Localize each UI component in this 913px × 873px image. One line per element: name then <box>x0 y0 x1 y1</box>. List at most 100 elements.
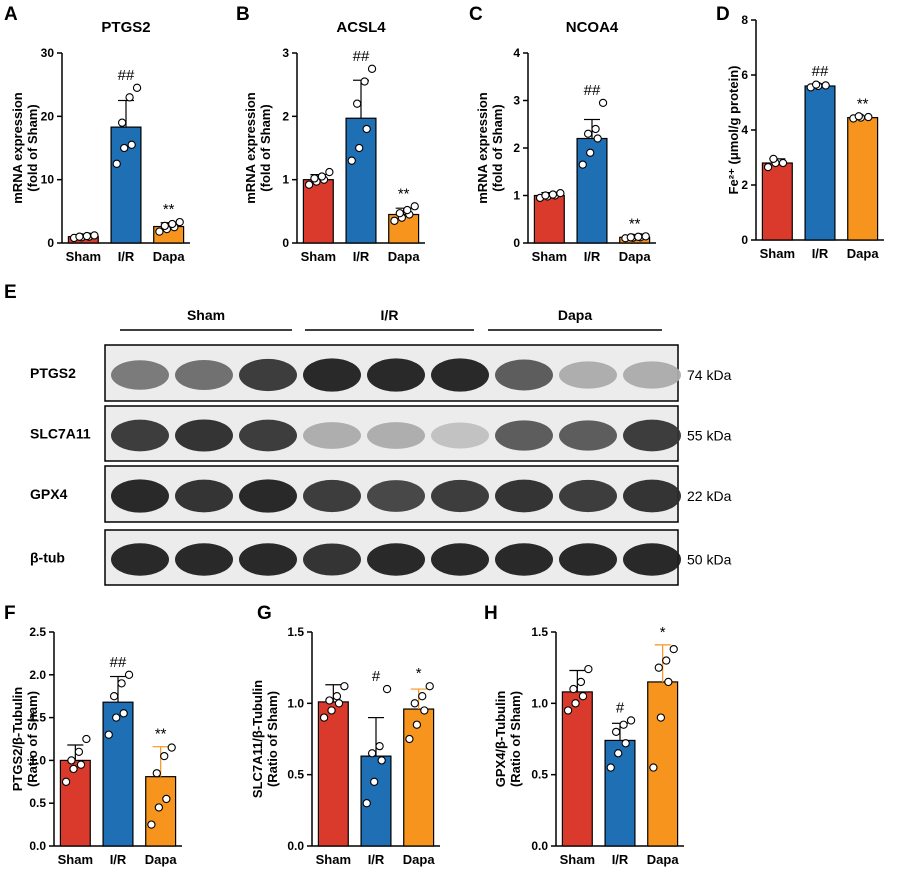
data-point <box>74 747 84 756</box>
data-point <box>375 741 384 751</box>
blot-band <box>367 543 425 576</box>
blot-row-slc7a11: SLC7A11 55 kDa <box>30 405 732 462</box>
x-tick-label: Sham <box>560 852 595 867</box>
y-tick-label: 1.0 <box>287 696 304 710</box>
data-point <box>664 677 673 687</box>
data-point <box>340 682 349 691</box>
x-tick-label: Dapa <box>145 852 178 867</box>
y-tick-label: 0.5 <box>531 768 548 782</box>
blot-band <box>495 543 553 576</box>
data-point <box>304 180 314 189</box>
x-tick-label: Dapa <box>153 249 186 264</box>
significance-label: ## <box>812 63 829 80</box>
y-axis-label-line: mRNA expression <box>243 92 258 204</box>
blot-band <box>175 543 233 576</box>
data-point <box>662 656 671 665</box>
data-point <box>310 174 319 183</box>
data-point <box>649 763 658 772</box>
data-point <box>334 699 344 708</box>
blot-band <box>111 419 169 452</box>
x-tick-label: Dapa <box>619 249 652 264</box>
blot-band <box>111 543 169 576</box>
blot-band <box>431 479 489 513</box>
data-point <box>319 713 329 722</box>
data-point <box>175 217 184 227</box>
data-point <box>352 99 362 108</box>
data-point <box>420 706 429 715</box>
x-tick-label: I/R <box>612 852 629 867</box>
y-axis-label: SLC7A11/β-Tubulin(Ratio of Sham) <box>250 680 280 798</box>
blot-band <box>303 543 361 576</box>
data-point <box>82 231 92 241</box>
significance-label: ## <box>118 67 135 84</box>
data-point <box>112 159 121 168</box>
data-point <box>598 98 608 108</box>
bar-dapa <box>145 776 177 847</box>
chart-b: B ACSL4 mRNA expression(fold of Sham) 0 1 2 3 S… <box>236 4 425 264</box>
data-point <box>410 699 419 708</box>
data-point <box>410 202 419 211</box>
y-tick-label: 8 <box>741 13 748 27</box>
significance-label: ## <box>110 654 127 671</box>
chart-a: A PTGS2 mRNA expression(fold of Sham) 0 10 20… <box>4 4 190 264</box>
data-point <box>656 713 666 722</box>
blot-band <box>495 479 553 513</box>
y-axis-label: mRNA expression(fold of Sham) <box>10 92 40 204</box>
blot-band <box>559 479 617 513</box>
y-axis-label-line: (fold of Sham) <box>490 104 505 191</box>
significance-label: ## <box>584 82 601 99</box>
y-axis-label-line: (Ratio of Sham) <box>265 691 280 787</box>
y-tick-label: 0 <box>741 233 748 247</box>
panel-label: C <box>469 4 483 25</box>
bar-ir <box>604 739 636 847</box>
panel-label: E <box>4 282 17 303</box>
blot-band <box>495 359 553 391</box>
data-point <box>61 777 71 786</box>
x-tick-label: Dapa <box>847 246 880 261</box>
data-point <box>778 158 788 168</box>
x-tick-label: I/R <box>368 852 385 867</box>
y-axis-label-line: mRNA expression <box>475 92 490 204</box>
western-blot-panel: E Sham I/R Dapa PTGS2 74 kDa SLC7A11 55 kDa GPX4… <box>4 282 732 586</box>
data-point <box>124 670 134 679</box>
blot-band <box>623 543 681 576</box>
data-point <box>390 216 399 225</box>
blot-row-gpx4: GPX4 22 kDa <box>30 465 732 523</box>
x-tick-label: I/R <box>118 249 135 264</box>
data-point <box>669 644 678 654</box>
data-point <box>626 233 635 242</box>
data-point <box>347 156 356 165</box>
data-point <box>403 205 412 215</box>
significance-label: # <box>616 699 625 716</box>
blot-band <box>559 420 617 451</box>
blot-band <box>559 361 617 389</box>
data-point <box>563 706 573 715</box>
y-axis-label-line: Fe²⁺ (μmol/g protein) <box>726 66 741 195</box>
y-tick-label: 0.0 <box>531 839 548 853</box>
y-axis-label-line: (Ratio of Sham) <box>25 691 40 787</box>
panel-label: D <box>716 4 730 25</box>
y-tick-label: 2 <box>513 141 520 155</box>
data-point <box>367 749 377 758</box>
data-point <box>591 124 600 134</box>
y-tick-label: 1.5 <box>29 711 46 725</box>
data-point <box>327 706 336 715</box>
molecular-weight-label: 74 kDa <box>687 367 732 383</box>
y-tick-label: 2.0 <box>29 668 46 682</box>
data-point <box>325 167 334 177</box>
blot-band <box>431 358 489 392</box>
data-point <box>162 794 171 804</box>
panel-label: F <box>4 603 16 624</box>
data-point <box>763 162 773 172</box>
y-tick-label: 3 <box>282 46 289 60</box>
y-tick-label: 2 <box>741 178 748 192</box>
data-point <box>360 77 369 86</box>
significance-label: ** <box>398 185 410 202</box>
bar-sham <box>302 179 334 244</box>
blot-band <box>495 420 553 451</box>
x-tick-label: Sham <box>316 852 351 867</box>
significance-label: * <box>660 624 666 641</box>
data-point <box>578 692 588 701</box>
data-point <box>405 734 414 744</box>
chart-title: ACSL4 <box>336 19 386 36</box>
